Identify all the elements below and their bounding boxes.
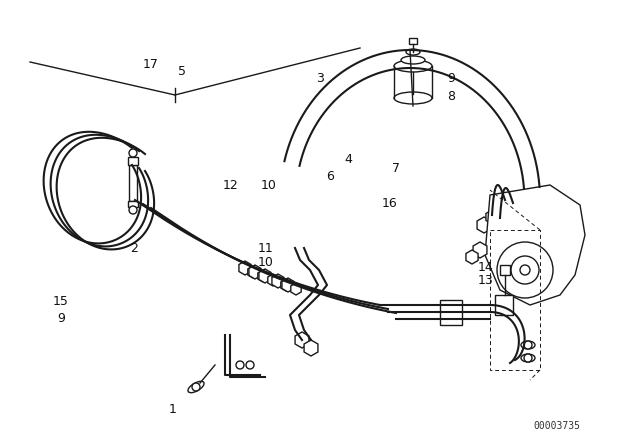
Circle shape (511, 256, 539, 284)
Ellipse shape (406, 49, 420, 55)
Text: 11: 11 (258, 242, 273, 255)
Polygon shape (473, 242, 487, 258)
Text: 9: 9 (447, 72, 455, 85)
Circle shape (246, 361, 254, 369)
Text: 4: 4 (345, 152, 353, 166)
Polygon shape (239, 261, 251, 275)
Text: 1: 1 (169, 403, 177, 417)
Ellipse shape (521, 341, 535, 349)
Circle shape (520, 265, 530, 275)
Ellipse shape (188, 381, 204, 393)
Text: 10: 10 (261, 179, 276, 193)
Circle shape (524, 341, 532, 349)
Circle shape (236, 361, 244, 369)
Ellipse shape (394, 92, 432, 104)
Bar (495, 295, 513, 315)
Polygon shape (259, 269, 271, 283)
Text: 8: 8 (447, 90, 455, 103)
Polygon shape (477, 217, 491, 233)
Polygon shape (268, 274, 278, 286)
Polygon shape (466, 250, 478, 264)
Polygon shape (485, 185, 585, 305)
Polygon shape (272, 274, 284, 288)
Text: 00003735: 00003735 (533, 421, 580, 431)
Polygon shape (281, 279, 291, 291)
Polygon shape (295, 332, 309, 348)
Text: 16: 16 (381, 197, 397, 211)
Bar (128, 157, 138, 165)
Text: 15: 15 (53, 295, 68, 308)
Polygon shape (282, 278, 294, 292)
Bar (128, 201, 138, 207)
Bar (129, 165, 137, 201)
Bar (440, 300, 462, 325)
Ellipse shape (521, 354, 535, 362)
Text: 2: 2 (131, 242, 138, 255)
Bar (409, 38, 417, 44)
Circle shape (192, 383, 200, 391)
Text: 13: 13 (477, 273, 493, 287)
Text: 7: 7 (392, 161, 399, 175)
Ellipse shape (401, 56, 425, 64)
Polygon shape (249, 265, 261, 279)
Text: 5: 5 (179, 65, 186, 78)
Text: 6: 6 (326, 170, 333, 184)
Polygon shape (258, 270, 268, 282)
Text: 12: 12 (223, 179, 238, 193)
Bar (500, 265, 510, 275)
Polygon shape (248, 266, 258, 278)
Circle shape (129, 206, 137, 214)
Text: 10: 10 (258, 255, 273, 269)
Polygon shape (291, 283, 301, 295)
Polygon shape (486, 210, 498, 224)
Text: 9: 9 (57, 311, 65, 325)
Text: 17: 17 (143, 58, 158, 72)
Text: 3: 3 (316, 72, 324, 85)
Circle shape (497, 242, 553, 298)
Ellipse shape (394, 60, 432, 72)
Circle shape (524, 354, 532, 362)
Polygon shape (304, 340, 318, 356)
Circle shape (129, 149, 137, 157)
Text: 14: 14 (477, 261, 493, 275)
